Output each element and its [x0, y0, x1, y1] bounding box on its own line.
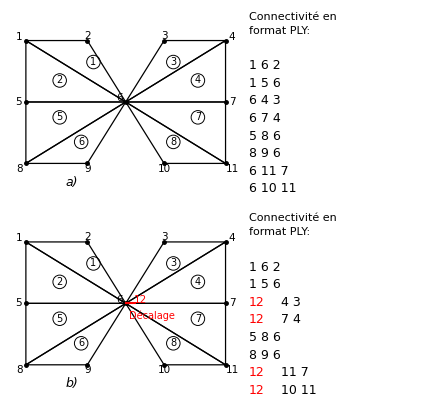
Text: 10: 10 [158, 164, 171, 174]
Text: a): a) [66, 176, 78, 189]
Text: 1: 1 [16, 233, 22, 243]
Text: 1: 1 [90, 259, 96, 268]
Text: 6: 6 [116, 93, 123, 103]
Text: 12: 12 [249, 384, 265, 397]
Text: 5 8 6: 5 8 6 [249, 331, 281, 344]
Text: 1 6 2: 1 6 2 [249, 261, 281, 274]
Text: b): b) [66, 377, 78, 390]
Text: 5: 5 [57, 112, 63, 122]
Text: 6: 6 [116, 295, 123, 305]
Text: 2: 2 [57, 277, 63, 287]
Text: Connectivité en
format PLY:: Connectivité en format PLY: [249, 12, 337, 36]
Text: 10: 10 [158, 365, 171, 375]
Text: 10 11: 10 11 [277, 384, 317, 397]
Text: 3: 3 [170, 57, 177, 67]
Text: Décalage: Décalage [129, 310, 175, 321]
Text: 4: 4 [195, 277, 201, 287]
Text: 5: 5 [57, 314, 63, 324]
Text: 1 5 6: 1 5 6 [249, 77, 281, 90]
Text: 6 7 4: 6 7 4 [249, 112, 281, 125]
Text: 7 4: 7 4 [277, 314, 301, 326]
Text: 12: 12 [249, 296, 265, 309]
Text: 6: 6 [78, 338, 84, 348]
Text: 6 10 11: 6 10 11 [249, 182, 297, 195]
Text: 11: 11 [226, 365, 239, 375]
Text: 7: 7 [195, 112, 201, 122]
Text: 5 8 6: 5 8 6 [249, 129, 281, 143]
Text: 4: 4 [228, 233, 235, 243]
Text: 5: 5 [15, 97, 21, 107]
Text: 8: 8 [16, 164, 22, 174]
Text: 6 11 7: 6 11 7 [249, 165, 289, 178]
Text: 1: 1 [16, 32, 22, 42]
Text: 2: 2 [57, 76, 63, 85]
Text: 1: 1 [90, 57, 96, 67]
Text: 3: 3 [161, 232, 167, 242]
Text: 4 3: 4 3 [277, 296, 301, 309]
Text: 12: 12 [249, 366, 265, 379]
Text: 9: 9 [84, 365, 91, 375]
Text: 4: 4 [195, 76, 201, 85]
Text: 5: 5 [15, 298, 21, 308]
Text: 2: 2 [84, 232, 91, 242]
Text: 8 9 6: 8 9 6 [249, 349, 281, 362]
Text: 12: 12 [134, 295, 147, 305]
Text: 4: 4 [228, 32, 235, 42]
Text: 2: 2 [84, 31, 91, 41]
Text: 11 7: 11 7 [277, 366, 309, 379]
Text: Connectivité en
format PLY:: Connectivité en format PLY: [249, 213, 337, 238]
Text: 1 6 2: 1 6 2 [249, 59, 281, 72]
Text: 8: 8 [16, 365, 22, 375]
Text: 6: 6 [78, 137, 84, 147]
Text: 11: 11 [226, 164, 239, 174]
Text: 8: 8 [170, 338, 177, 348]
Text: 6 4 3: 6 4 3 [249, 95, 281, 107]
Text: 1 5 6: 1 5 6 [249, 278, 281, 291]
Text: 8: 8 [170, 137, 177, 147]
Text: 7: 7 [229, 298, 236, 308]
Text: 7: 7 [195, 314, 201, 324]
Text: 3: 3 [161, 31, 167, 41]
Text: 7: 7 [229, 97, 236, 107]
Text: 8 9 6: 8 9 6 [249, 147, 281, 160]
Text: 3: 3 [170, 259, 177, 268]
Text: 9: 9 [84, 164, 91, 174]
Text: 12: 12 [249, 314, 265, 326]
